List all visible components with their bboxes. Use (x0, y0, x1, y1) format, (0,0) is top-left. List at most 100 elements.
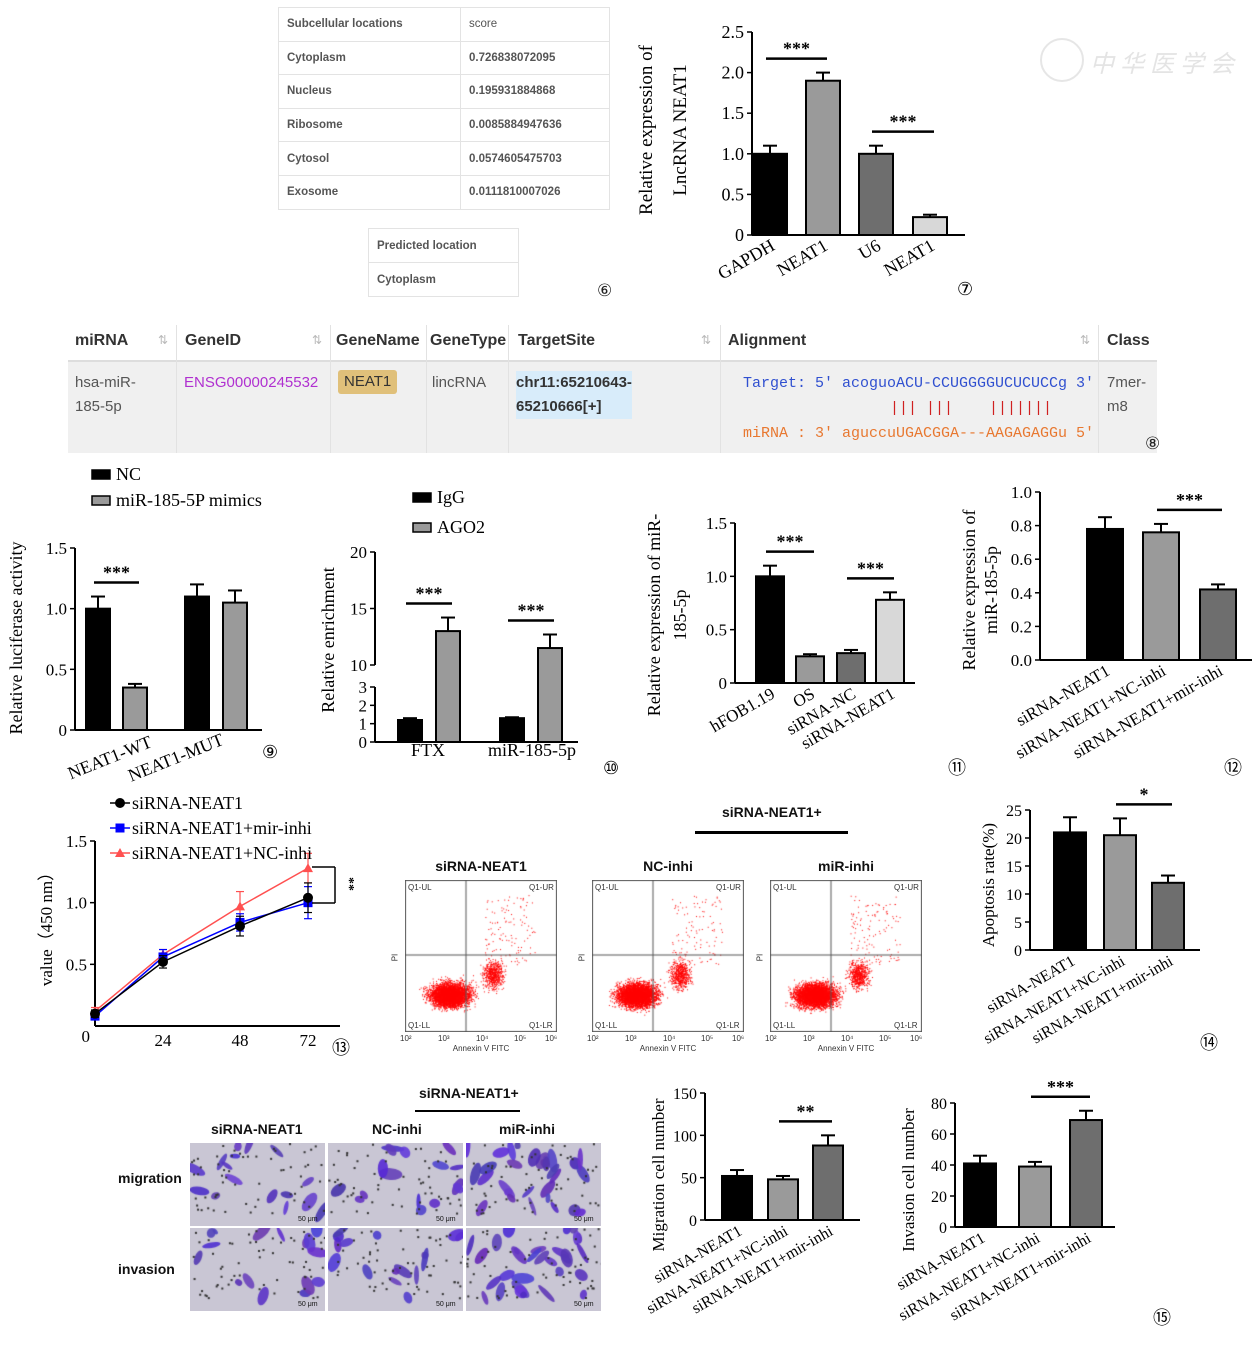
data-point-square (158, 952, 168, 962)
header-cell: score (460, 7, 610, 42)
y-tick-label: 25 (1006, 803, 1022, 820)
quadrant-label-ll: Q1-LL (408, 1021, 431, 1030)
significance-label: *** (857, 558, 884, 578)
bar (875, 598, 905, 684)
y-tick-label: 10 (1006, 887, 1022, 904)
bar (836, 652, 866, 685)
bar (537, 647, 563, 743)
legend-label: siRNA-NEAT1+NC-inhi (132, 843, 312, 863)
bar (795, 655, 825, 684)
gene-name-badge[interactable]: NEAT1 (338, 370, 398, 394)
series-line (94, 901, 309, 1017)
legend-label: AGO2 (437, 517, 485, 537)
y-tick-label: 0.4 (1011, 584, 1033, 603)
bar (858, 152, 894, 236)
panel-number: ⑭ (1200, 1033, 1218, 1053)
quadrant-label-ul: Q1-UL (408, 883, 432, 892)
bar (1199, 588, 1237, 661)
column-header-targetsite[interactable]: TargetSite (518, 332, 596, 349)
significance-label: *** (103, 563, 130, 583)
data-point-square (115, 823, 125, 833)
bar (184, 595, 210, 731)
quadrant-label-ll: Q1-LL (595, 1021, 618, 1030)
watermark-logo (1040, 38, 1084, 82)
y-tick-label: 3 (359, 678, 368, 697)
target-site-line2: 65210666[+] (516, 398, 602, 415)
invasion-image (328, 1228, 463, 1311)
y-tick-label: 2 (359, 696, 368, 715)
x-category-label: siRNA-NEAT1 (1013, 661, 1113, 730)
y-tick-label: 0 (719, 674, 728, 693)
y-axis-label: miR-185-5p (981, 546, 1001, 634)
sort-icon[interactable]: ⇅ (158, 333, 169, 347)
x-tick-label: 10⁵ (701, 1034, 714, 1043)
x-category-label: NEAT1 (880, 235, 938, 280)
column-header-class[interactable]: Class (1107, 332, 1150, 349)
y-tick-label: 0 (359, 733, 368, 752)
significance-label: *** (1176, 490, 1203, 510)
sort-icon[interactable]: ⇅ (701, 333, 712, 347)
data-point-circle (158, 956, 168, 967)
y-axis-label: 185-5p (670, 590, 690, 641)
score-cell: 0.726838072095 (460, 40, 610, 76)
y-tick-label: 0.6 (1011, 550, 1032, 569)
bar (1151, 881, 1185, 951)
gene-id-link[interactable]: ENSG00000245532 (184, 374, 319, 391)
panel-number-8: ⑧ (1145, 434, 1161, 454)
x-category-label: miR-185-5p (488, 740, 576, 760)
x-category-label: siRNA-NEAT1 (984, 953, 1078, 1017)
bar (755, 575, 785, 684)
legend-label: IgG (437, 487, 465, 507)
y-tick-label: 0 (1014, 943, 1022, 960)
sort-icon[interactable]: ⇅ (1080, 333, 1091, 347)
sort-icon[interactable]: ⇅ (312, 333, 323, 347)
column-header-alignment[interactable]: Alignment (728, 332, 807, 349)
y-tick-label: 80 (931, 1096, 947, 1113)
y-axis-label: Relative expression of (636, 44, 657, 215)
column-header-geneid[interactable]: GeneID (185, 332, 242, 349)
table-header-row: Subcellular locations score (278, 7, 610, 42)
panel-number: ⑬ (332, 1038, 350, 1058)
significance-label: *** (890, 112, 917, 132)
panel-number: ⑮ (1153, 1308, 1171, 1328)
scale-bar-label: 50 μm (298, 1301, 318, 1308)
x-category-label: GAPDH (714, 235, 778, 283)
x-category-label: siRNA-NEAT1+NC-inhi (644, 1222, 792, 1317)
x-tick-label: 10³ (625, 1034, 637, 1043)
x-tick-label: 24 (155, 1031, 173, 1050)
x-tick-label: 48 (232, 1031, 249, 1050)
data-point-circle (90, 1008, 100, 1019)
x-category-label: FTX (411, 740, 445, 760)
alignment-bars: ||| ||| ||||||| (890, 400, 1053, 417)
y-tick-label: 1.0 (722, 144, 745, 164)
x-tick-label: 10⁶ (910, 1034, 923, 1043)
y-axis-label: Relative expression of miR- (644, 514, 664, 716)
significance-label: ** (797, 1101, 815, 1121)
y-tick-label: 0 (82, 1027, 91, 1046)
y-axis-label: PI (390, 953, 400, 962)
x-category-label: OS (790, 684, 818, 711)
x-tick-label: 10⁴ (841, 1034, 854, 1043)
location-cell: Exosome (278, 174, 461, 210)
table-row: Nucleus 0.195931884868 (278, 74, 610, 109)
legend-label: siRNA-NEAT1 (132, 793, 243, 813)
transwell-col-title: siRNA-NEAT1 (211, 1121, 303, 1137)
panel-number: ⑦ (957, 279, 973, 299)
x-tick-label: 10² (587, 1034, 599, 1043)
significance-label: *** (1047, 1077, 1074, 1097)
column-header-mirna[interactable]: miRNA (75, 332, 129, 349)
significance-label: ** (341, 877, 356, 891)
column-header-genetype[interactable]: GeneType (430, 332, 507, 349)
bar (1103, 834, 1137, 952)
y-tick-label: 5 (1014, 915, 1022, 932)
x-category-label: siRNA-NEAT1 (651, 1223, 745, 1287)
column-header-genename[interactable]: GeneName (336, 332, 420, 349)
class-line2: m8 (1107, 398, 1128, 415)
bar (1069, 1119, 1103, 1229)
series-line (94, 867, 309, 1012)
y-tick-label: 0.8 (1011, 517, 1032, 536)
x-tick-label: 10² (400, 1034, 412, 1043)
mirna-target-table: miRNA ⇅ GeneID ⇅ GeneName GeneType Targe… (68, 325, 1157, 453)
x-axis-label: Annexin V FITC (639, 1044, 697, 1053)
x-axis-label: Annexin V FITC (817, 1044, 875, 1053)
